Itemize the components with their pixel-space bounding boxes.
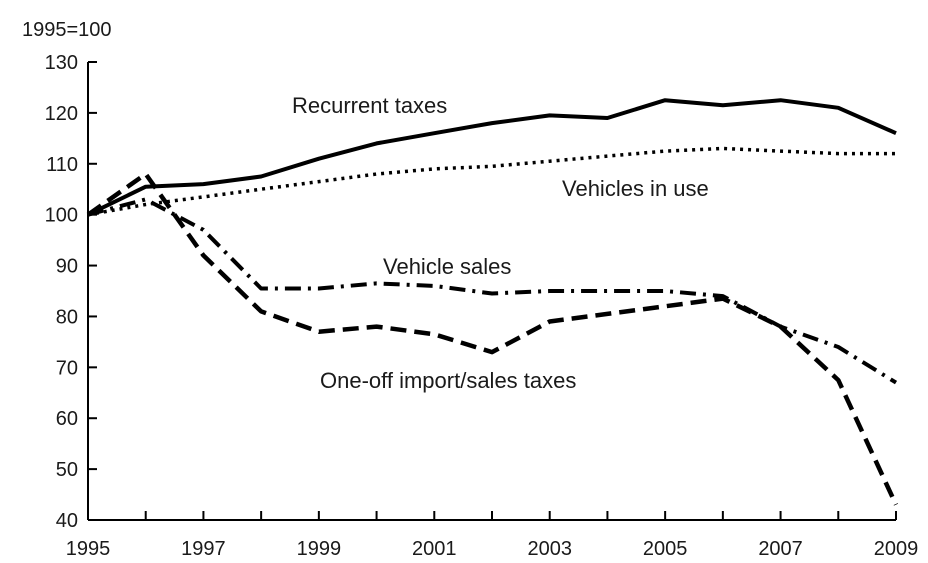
x-tick-label-1995: 1995 [66, 538, 111, 560]
x-tick-label-1997: 1997 [181, 538, 226, 560]
series-label-vehicle-sales: Vehicle sales [383, 254, 511, 279]
y-tick-label-130: 130 [45, 52, 78, 74]
y-tick-label-40: 40 [56, 510, 78, 532]
y-tick-label-70: 70 [56, 357, 78, 379]
y-tick-label-50: 50 [56, 459, 78, 481]
x-tick-label-1999: 1999 [297, 538, 342, 560]
series-label-vehicles-in-use: Vehicles in use [562, 176, 709, 201]
y-tick-label-80: 80 [56, 306, 78, 328]
y-tick-label-60: 60 [56, 408, 78, 430]
series-label-one-off-import-sales-taxes: One-off import/sales taxes [320, 368, 576, 393]
series-label-recurrent-taxes: Recurrent taxes [292, 93, 447, 118]
series-line-vehicle-sales [87, 197, 898, 385]
x-tick-label-2001: 2001 [412, 538, 457, 560]
y-ticks: 40 50 60 70 80 90 100 110 120 130 [45, 52, 97, 532]
y-tick-label-110: 110 [46, 154, 78, 176]
unit-label: 1995=100 [22, 19, 112, 41]
series-line-recurrent-taxes [87, 98, 897, 217]
series-labels: Recurrent taxes Vehicles in use Vehicle … [292, 93, 709, 393]
series-line-vehicles-in-use [87, 146, 896, 217]
x-tick-label-2005: 2005 [643, 538, 688, 560]
x-tick-label-2003: 2003 [527, 538, 572, 560]
x-ticks: 1995 1997 1999 2001 2003 2005 2007 2009 [66, 511, 919, 560]
series-layer [86, 98, 899, 506]
y-tick-label-100: 100 [45, 205, 78, 227]
y-tick-label-120: 120 [45, 103, 78, 125]
x-tick-label-2007: 2007 [758, 538, 803, 560]
y-tick-label-90: 90 [56, 256, 78, 278]
x-tick-label-2009: 2009 [874, 538, 919, 560]
axis-layer [87, 62, 896, 521]
series-line-one-off-import-sales-taxes [86, 171, 899, 506]
